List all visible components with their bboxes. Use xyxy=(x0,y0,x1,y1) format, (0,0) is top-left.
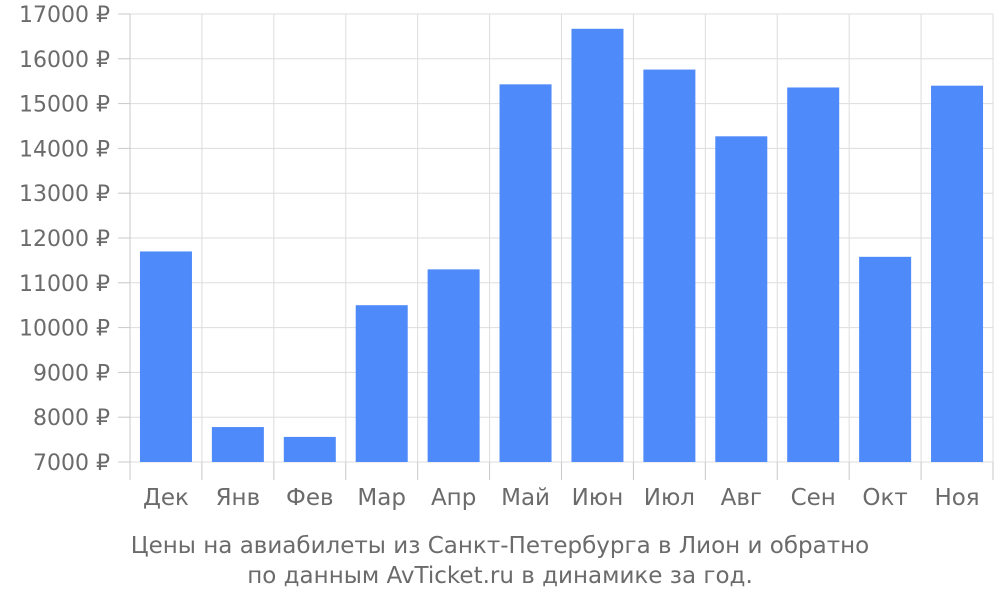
x-tick-label: Июл xyxy=(644,485,695,511)
bar xyxy=(211,427,264,462)
bars xyxy=(139,28,984,463)
bar xyxy=(427,269,480,462)
y-tick-label: 15000 ₽ xyxy=(19,93,110,118)
y-tick-label: 13000 ₽ xyxy=(19,182,110,207)
x-tick-label: Сен xyxy=(791,485,836,511)
bar xyxy=(715,136,768,462)
bar xyxy=(139,251,192,462)
y-tick-label: 7000 ₽ xyxy=(33,451,110,476)
bar xyxy=(643,69,696,462)
y-tick-label: 17000 ₽ xyxy=(19,3,110,28)
bar xyxy=(355,305,408,462)
x-tick-label: Май xyxy=(501,485,550,511)
x-tick-label: Дек xyxy=(143,485,189,511)
x-tick-label: Фев xyxy=(286,485,334,511)
y-tick-label: 14000 ₽ xyxy=(19,137,110,162)
bar xyxy=(859,256,912,462)
bar xyxy=(931,85,984,463)
x-tick-label: Авг xyxy=(721,485,762,511)
chart-caption-line-1: Цены на авиабилеты из Санкт-Петербурга в… xyxy=(130,533,870,559)
bar xyxy=(571,28,624,463)
axes xyxy=(118,13,994,480)
y-tick-label: 9000 ₽ xyxy=(33,361,110,386)
x-tick-label: Ноя xyxy=(934,485,979,511)
y-tick-label: 16000 ₽ xyxy=(19,48,110,73)
y-tick-label: 8000 ₽ xyxy=(33,406,110,431)
y-tick-labels: 7000 ₽ 8000 ₽ 9000 ₽ 10000 ₽ 11000 ₽ 12000 ₽ 1… xyxy=(19,3,110,476)
x-tick-label: Апр xyxy=(431,485,476,511)
x-tick-label: Июн xyxy=(572,485,624,511)
x-tick-label: Янв xyxy=(216,485,261,511)
bar xyxy=(283,436,336,462)
y-tick-label: 12000 ₽ xyxy=(19,227,110,252)
bar xyxy=(787,87,840,463)
y-tick-label: 10000 ₽ xyxy=(19,317,110,342)
x-tick-label: Мар xyxy=(357,485,406,511)
price-bar-chart: 7000 ₽ 8000 ₽ 9000 ₽ 10000 ₽ 11000 ₽ 12000 ₽ 1… xyxy=(19,3,994,511)
x-tick-label: Окт xyxy=(862,485,907,511)
x-tick-labels: Дек Янв Фев Мар Апр Май Июн Июл Авг Сен Окт Ноя xyxy=(143,485,980,511)
chart-caption-line-2: по данным AvTicket.ru в динамике за год. xyxy=(247,563,753,589)
bar xyxy=(499,84,552,462)
y-tick-label: 11000 ₽ xyxy=(19,272,110,297)
